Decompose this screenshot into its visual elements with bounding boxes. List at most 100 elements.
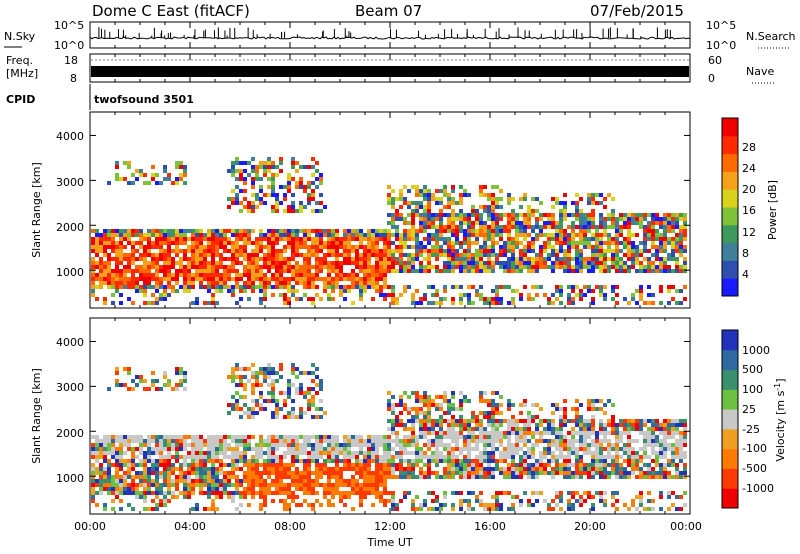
power-cell (275, 281, 279, 285)
velocity-cell (467, 459, 471, 463)
velocity-cell (459, 463, 463, 467)
velocity-cell (311, 483, 315, 487)
velocity-cell (395, 439, 399, 443)
velocity-cell (367, 443, 371, 447)
power-cell (319, 269, 323, 273)
velocity-cell (291, 463, 295, 467)
velocity-cell (391, 475, 395, 479)
velocity-cell (523, 443, 527, 447)
power-cell (615, 265, 619, 269)
power-cell (427, 217, 431, 221)
power-cell (311, 249, 315, 253)
velocity-cell (571, 491, 575, 495)
power-cell (287, 173, 291, 177)
power-cell (639, 293, 643, 297)
velocity-cell (119, 455, 123, 459)
power-cell (267, 261, 271, 265)
velocity-cell (327, 479, 331, 483)
power-cell (303, 205, 307, 209)
velocity-cell (511, 431, 515, 435)
velocity-cell (391, 463, 395, 467)
power-cell (195, 297, 199, 301)
velocity-cell (207, 451, 211, 455)
power-cell (595, 241, 599, 245)
power-cell (459, 201, 463, 205)
velocity-cell (207, 487, 211, 491)
velocity-cell (427, 423, 431, 427)
velocity-cell (311, 371, 315, 375)
velocity-cell (143, 499, 147, 503)
velocity-cell (479, 471, 483, 475)
velocity-cell (455, 455, 459, 459)
power-cell (523, 213, 527, 217)
power-cell (143, 181, 147, 185)
velocity-cell (435, 495, 439, 499)
velocity-cell (487, 463, 491, 467)
velocity-cell (147, 467, 151, 471)
velocity-cell (155, 435, 159, 439)
power-cell (91, 289, 95, 293)
noise-right-tick-top: 10^5 (706, 19, 736, 32)
power-cell (567, 285, 571, 289)
velocity-cell (455, 467, 459, 471)
power-cell (399, 193, 403, 197)
velocity-cell (179, 379, 183, 383)
power-cell (451, 217, 455, 221)
power-cell (631, 217, 635, 221)
velocity-cell (123, 443, 127, 447)
power-cell (619, 217, 623, 221)
velocity-cell (579, 427, 583, 431)
power-cell (583, 265, 587, 269)
velocity-cell (375, 447, 379, 451)
velocity-cell (199, 475, 203, 479)
power-cell (95, 277, 99, 281)
velocity-cell (291, 435, 295, 439)
velocity-cell (391, 499, 395, 503)
power-cell (323, 245, 327, 249)
velocity-cell (639, 455, 643, 459)
velocity-cell (571, 503, 575, 507)
velocity-cell (419, 459, 423, 463)
velocity-cell (655, 463, 659, 467)
power-cell (243, 265, 247, 269)
power-cell (267, 285, 271, 289)
power-cell (95, 273, 99, 277)
velocity-cell (235, 483, 239, 487)
power-cell (615, 285, 619, 289)
velocity-cell (475, 435, 479, 439)
velocity-cell (211, 491, 215, 495)
power-cell (679, 253, 683, 257)
power-cell (527, 233, 531, 237)
velocity-cell (451, 491, 455, 495)
power-cell (423, 193, 427, 197)
power-cell (579, 209, 583, 213)
power-cell (235, 245, 239, 249)
power-cell (591, 249, 595, 253)
velocity-cell (391, 403, 395, 407)
power-cell (155, 245, 159, 249)
power-cell (427, 193, 431, 197)
power-cell (175, 249, 179, 253)
power-cell (647, 221, 651, 225)
velocity-cell (147, 439, 151, 443)
power-cell (543, 265, 547, 269)
power-cell (215, 241, 219, 245)
velocity-cell (143, 487, 147, 491)
power-cell (227, 237, 231, 241)
power-cell (679, 241, 683, 245)
power-cell (431, 193, 435, 197)
velocity-cell (647, 439, 651, 443)
velocity-cell (639, 491, 643, 495)
velocity-cell (275, 403, 279, 407)
power-cell (307, 237, 311, 241)
velocity-cell (267, 391, 271, 395)
velocity-cell (571, 507, 575, 511)
power-cell (543, 241, 547, 245)
velocity-cell (339, 475, 343, 479)
power-cell (191, 281, 195, 285)
velocity-cell (259, 455, 263, 459)
velocity-cell (167, 471, 171, 475)
velocity-cell (559, 467, 563, 471)
velocity-cell (235, 439, 239, 443)
